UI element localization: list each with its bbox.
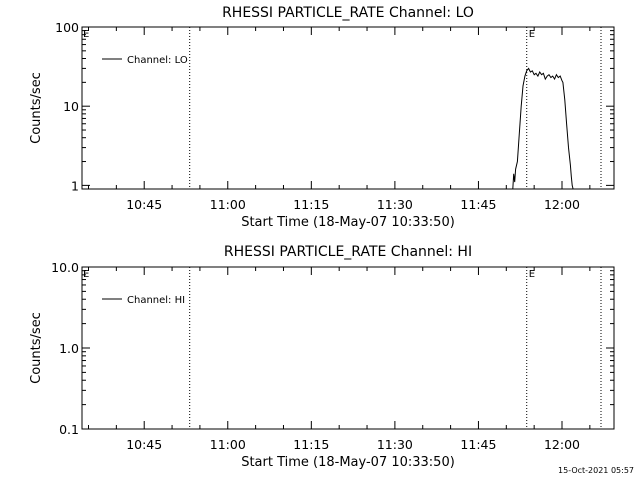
y-tick-label: 10 <box>63 99 79 114</box>
x-tick-label: 11:45 <box>460 437 496 452</box>
plot-frame <box>81 26 615 190</box>
y-tick-label: 10.0 <box>51 260 79 275</box>
x-tick-label: 10:45 <box>126 437 162 452</box>
x-tick-label: 11:30 <box>377 197 413 212</box>
x-axis-label: Start Time (18-May-07 10:33:50) <box>241 215 455 230</box>
x-axis-label: Start Time (18-May-07 10:33:50) <box>241 455 455 470</box>
corner-event-label: E <box>83 269 89 280</box>
event-marker-label: E <box>529 269 535 280</box>
x-tick-label: 11:15 <box>293 197 329 212</box>
x-tick-label: 11:00 <box>210 197 246 212</box>
legend-entry: Channel: HI <box>127 295 185 306</box>
chart-panel-2: RHESSI PARTICLE_RATE Channel: HI Counts/s… <box>29 244 615 470</box>
legend: Channel: LO <box>102 55 188 66</box>
y-tick-label: 1.0 <box>59 341 79 356</box>
legend-entry: Channel: LO <box>127 55 188 66</box>
chart-title: RHESSI PARTICLE_RATE Channel: HI <box>224 244 472 260</box>
y-axis-label: Counts/sec <box>29 72 44 144</box>
x-tick-label: 12:00 <box>544 437 580 452</box>
y-tick-label: 1 <box>71 178 79 193</box>
x-tick-label: 11:45 <box>460 197 496 212</box>
x-tick-label: 11:30 <box>377 437 413 452</box>
x-tick-label: 11:15 <box>293 437 329 452</box>
x-tick-label: 10:45 <box>126 197 162 212</box>
chart-title: RHESSI PARTICLE_RATE Channel: LO <box>222 5 474 21</box>
corner-event-label: E <box>83 29 89 40</box>
event-marker-label: E <box>529 29 535 40</box>
x-tick-label: 12:00 <box>544 197 580 212</box>
x-tick-label: 11:00 <box>210 437 246 452</box>
plot-frame <box>81 266 615 430</box>
series-line-channel-lo <box>512 67 574 189</box>
footer-timestamp: 15-Oct-2021 05:57 <box>558 466 634 475</box>
chart-panel-1: RHESSI PARTICLE_RATE Channel: LO Counts/s… <box>29 5 615 230</box>
legend: Channel: HI <box>102 295 185 306</box>
y-tick-label: 100 <box>55 20 79 35</box>
y-tick-label: 0.1 <box>59 422 79 437</box>
y-axis-label: Counts/sec <box>29 312 44 384</box>
